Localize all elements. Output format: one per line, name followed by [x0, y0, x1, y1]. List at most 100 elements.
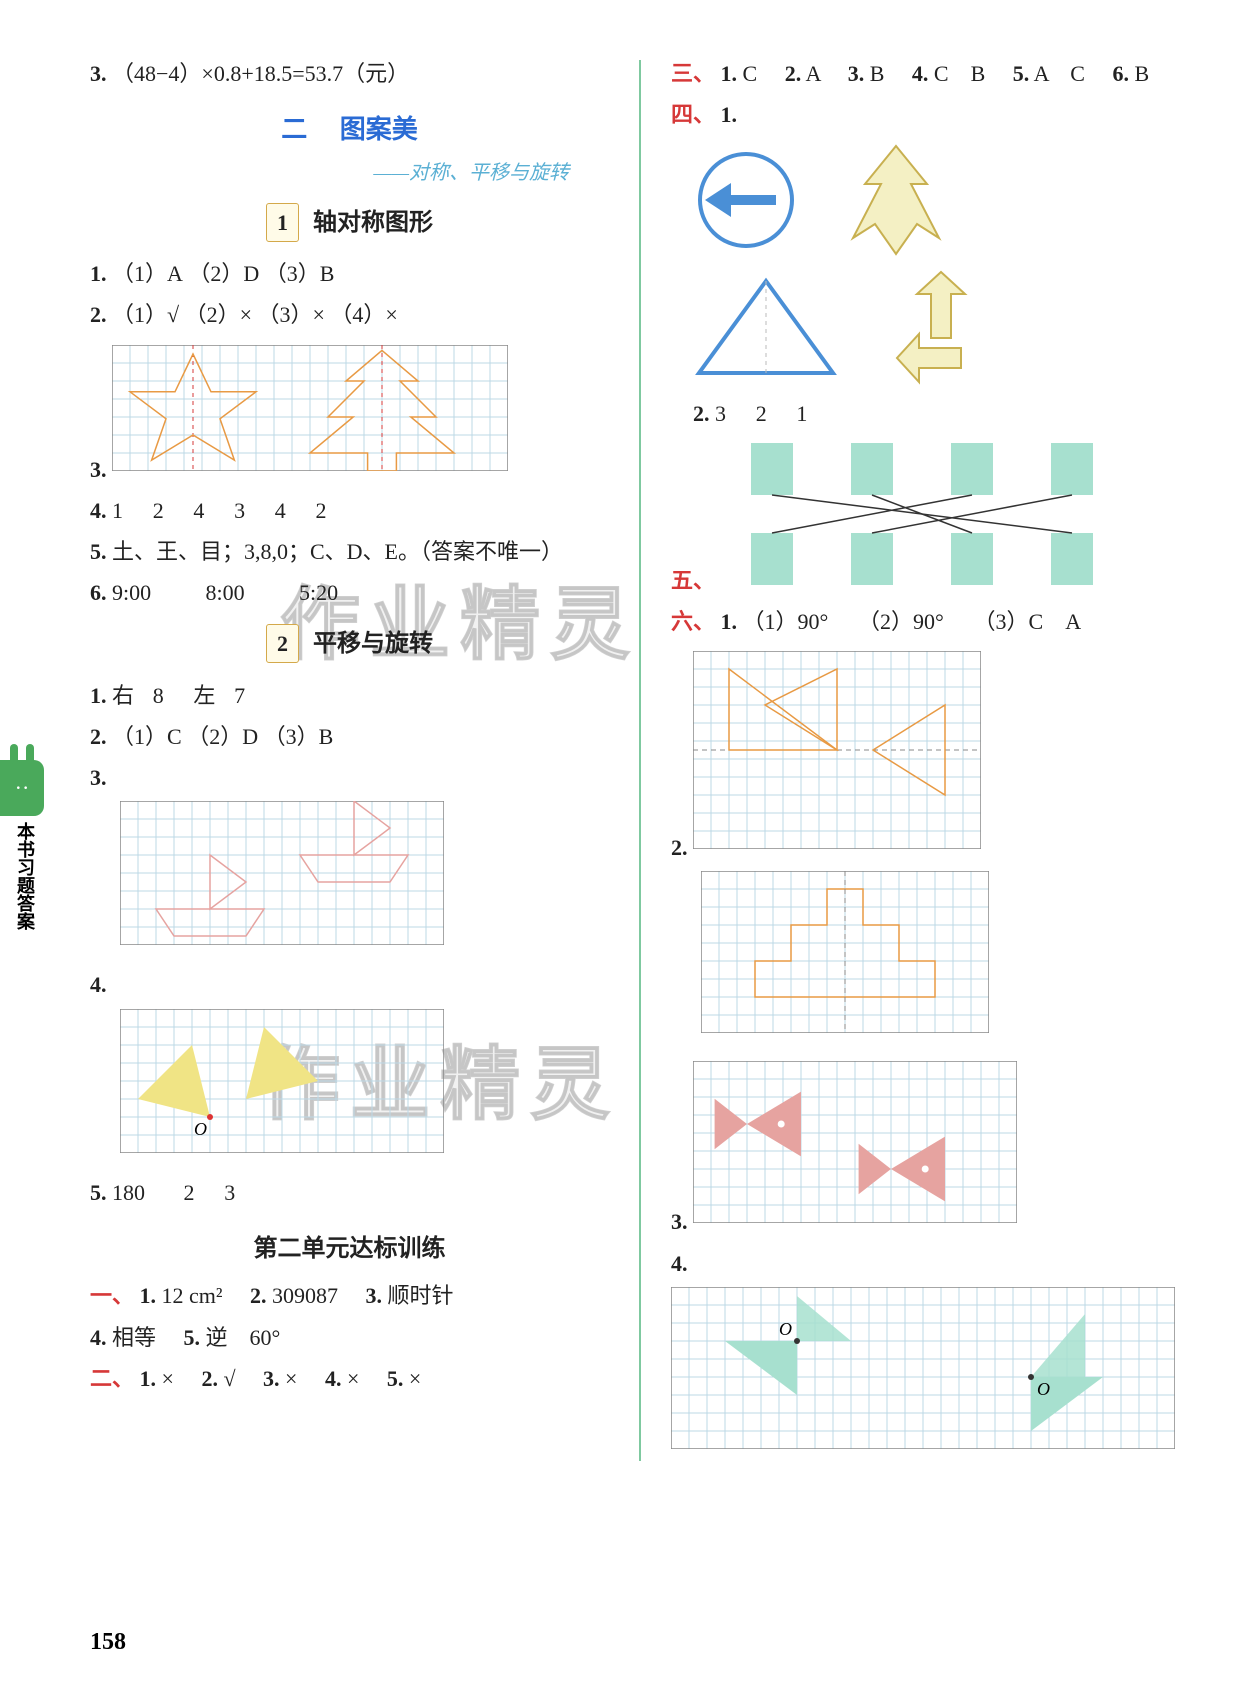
chapter-subcaption: ——对称、平移与旋转 — [90, 157, 569, 189]
prefix: 五、 — [671, 568, 715, 593]
n: 3. — [366, 1283, 383, 1308]
part: （3）B — [264, 719, 334, 754]
qnum: 3. — [90, 765, 107, 790]
n: 5. — [184, 1325, 201, 1350]
circle-arrow-icon — [691, 145, 801, 255]
part: 8 — [153, 678, 188, 713]
qnum: 4. — [90, 972, 107, 997]
part: 左 — [193, 678, 228, 713]
t: C — [743, 61, 758, 86]
part: （3）B — [265, 256, 335, 291]
n: 1. — [721, 609, 738, 634]
qnum: 3. — [90, 61, 107, 86]
prefix: 二、 — [90, 1366, 134, 1391]
line-top: 3. （48−4）×0.8+18.5=53.7（元） — [90, 56, 609, 91]
n: 4. — [671, 1251, 688, 1276]
t: × — [409, 1366, 421, 1391]
prefix: 六、 — [671, 609, 715, 634]
s1-q5: 5. 土、王、目；3,8,0；C、D、E。（答案不唯一） — [90, 534, 609, 569]
t: A — [806, 61, 821, 86]
part: （2）D — [188, 256, 259, 291]
s2-q2: 2. （1）C （2）D （3）B — [90, 719, 609, 754]
right-column: 三、 1. C 2. A 3. B 4. C B 5. A C 6. B 四、 … — [641, 50, 1190, 1471]
qnum: 5. — [90, 539, 107, 564]
section-2-title: 2 平移与旋转 — [90, 624, 609, 663]
val: 8:00 — [206, 575, 294, 610]
cross-arrows-icon — [881, 268, 1001, 388]
n: 1. — [140, 1366, 157, 1391]
triangle-icon — [691, 273, 841, 383]
chapter-num: 二 — [281, 115, 307, 144]
left-column: 3. （48−4）×0.8+18.5=53.7（元） 二 图案美 ——对称、平移… — [90, 50, 639, 1471]
t: × — [162, 1366, 174, 1391]
qnum: 6. — [90, 580, 107, 605]
n: 1. — [721, 102, 738, 127]
s1-q2: 2. （1）√ （2）× （3）× （4）× — [90, 297, 609, 332]
n: 3. — [263, 1366, 280, 1391]
val: 3 — [234, 493, 269, 528]
part: 7 — [234, 678, 269, 713]
n: 4. — [325, 1366, 342, 1391]
r3-grid — [693, 1061, 1017, 1223]
t: 相等 — [112, 1325, 156, 1350]
prefix: 四、 — [671, 102, 715, 127]
t: B — [1134, 61, 1149, 86]
r4-grid: OO — [671, 1287, 1175, 1449]
val: 1 — [112, 493, 147, 528]
n: 1. — [140, 1283, 157, 1308]
n: 4. — [912, 61, 929, 86]
s2-q3-row: 3. — [90, 760, 609, 961]
qnum: 1. — [90, 683, 107, 708]
match-diagram — [721, 568, 1141, 593]
n: 6. — [1112, 61, 1129, 86]
s1-q1: 1. （1）A （2）D （3）B — [90, 256, 609, 291]
part: （2）× — [185, 297, 252, 332]
u-q2: 二、 1. × 2. √ 3. × 4. × 5. × — [90, 1361, 609, 1396]
prefix: 一、 — [90, 1283, 134, 1308]
shapes-row-1 — [691, 140, 1190, 260]
val: 2 — [756, 396, 791, 431]
r-q6: 六、 1. （1）90° （2）90° （3）C A — [671, 604, 1190, 639]
t: B — [870, 61, 885, 86]
part: （4）× — [330, 297, 397, 332]
val: 3 — [715, 396, 750, 431]
n: 2. — [693, 401, 710, 426]
svg-text:O: O — [194, 1119, 207, 1139]
r2b-grid — [701, 871, 989, 1033]
s1-q4: 4. 1 2 4 3 4 2 — [90, 493, 609, 528]
n: 2. — [201, 1366, 218, 1391]
n: 3. — [848, 61, 865, 86]
qnum: 3. — [90, 457, 107, 482]
val: 4 — [193, 493, 228, 528]
n: 2. — [250, 1283, 267, 1308]
section-badge: 1 — [266, 203, 299, 242]
section-name: 平移与旋转 — [313, 631, 433, 657]
part: （1）C — [112, 719, 182, 754]
r-q5: 五、 — [671, 438, 1190, 598]
r-q4-2: 2. 3 2 1 — [671, 396, 1190, 431]
s1-q3-row: 3. — [90, 339, 609, 487]
u-q1b: 4. 相等 5. 逆 60° — [90, 1320, 609, 1355]
r2a-grid — [693, 651, 981, 849]
star-tree-grid — [112, 345, 508, 471]
t: A C — [1034, 61, 1085, 86]
chapter-heading: 二 图案美 — [90, 109, 609, 151]
n: 2. — [671, 835, 688, 860]
u-q1: 一、 1. 12 cm² 2. 309087 3. 顺时针 — [90, 1278, 609, 1313]
val: 5:20 — [299, 575, 387, 610]
qnum: 4. — [90, 498, 107, 523]
boat-grid — [120, 801, 444, 945]
n: 3. — [671, 1209, 688, 1234]
val: 1 — [796, 396, 831, 431]
part: （3）C A — [974, 604, 1084, 639]
section-badge: 2 — [266, 624, 299, 663]
n: 1. — [721, 61, 738, 86]
s2-q1: 1. 右 8 左 7 — [90, 678, 609, 713]
val: 4 — [275, 493, 310, 528]
n: 2. — [785, 61, 802, 86]
qnum: 5. — [90, 1180, 107, 1205]
n: 5. — [1013, 61, 1030, 86]
t: × — [285, 1366, 297, 1391]
part: （3）× — [258, 297, 325, 332]
t: × — [347, 1366, 359, 1391]
